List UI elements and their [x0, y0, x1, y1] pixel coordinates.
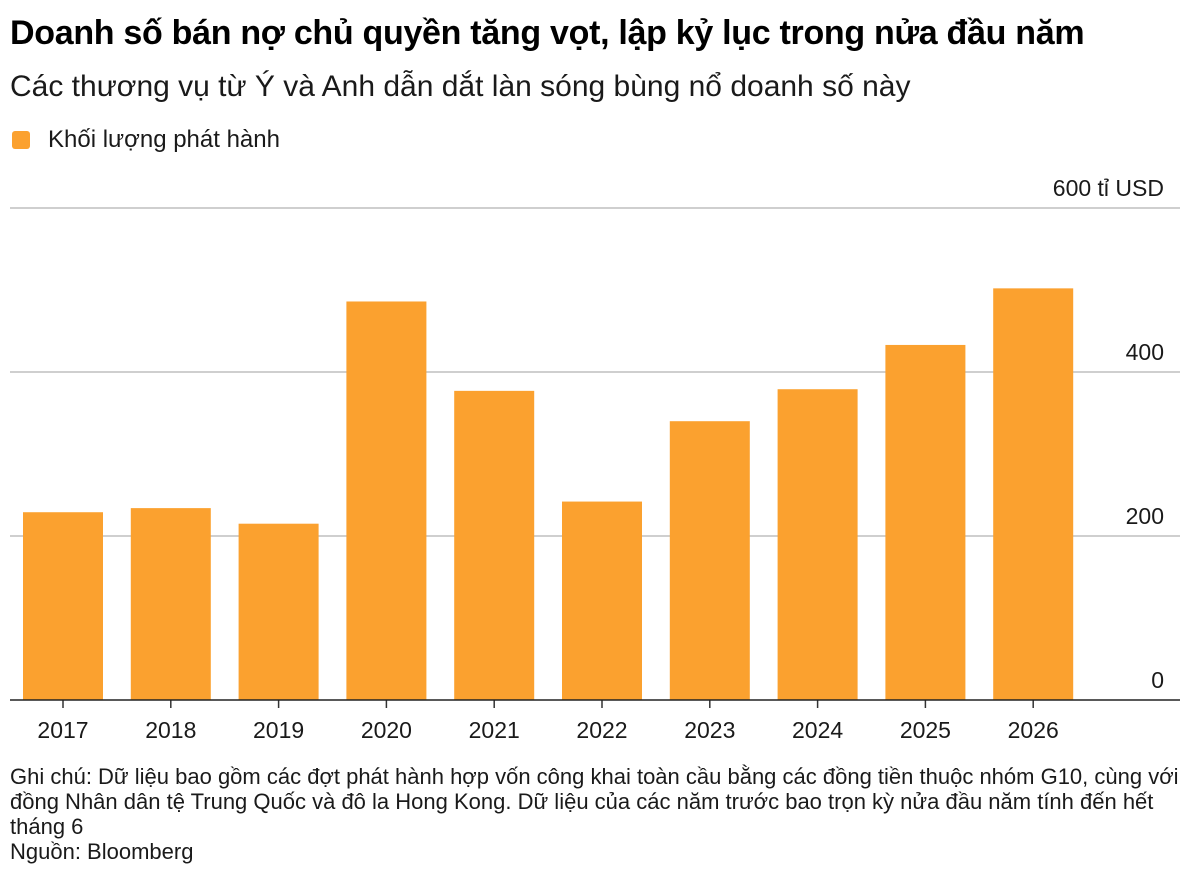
y-tick-label: 600 tỉ USD	[1053, 175, 1164, 201]
chart-subtitle: Các thương vụ từ Ý và Anh dẫn dắt làn só…	[10, 70, 911, 103]
x-tick-label: 2024	[792, 717, 843, 743]
legend-label: Khối lượng phát hành	[48, 126, 280, 153]
x-tick-label: 2023	[684, 717, 735, 743]
bar	[130, 508, 211, 700]
bar	[562, 501, 642, 700]
x-tick-label: 2026	[1008, 717, 1059, 743]
x-tick-label: 2020	[361, 717, 412, 743]
x-tick-label: 2017	[37, 717, 88, 743]
x-tick-label: 2018	[145, 717, 196, 743]
chart-note: Ghi chú: Dữ liệu bao gồm các đợt phát hà…	[10, 764, 1179, 839]
bar	[669, 421, 750, 700]
bar	[23, 512, 103, 700]
bar	[346, 301, 427, 700]
bar-chart: 0 200 400 600 tỉ USD 2017 2018 2019 2020 2021 202…	[10, 175, 1180, 743]
x-tick-label: 2019	[253, 717, 304, 743]
chart-title: Doanh số bán nợ chủ quyền tăng vọt, lập …	[10, 14, 1085, 52]
bar	[238, 523, 319, 700]
x-tick-label: 2021	[469, 717, 520, 743]
legend: Khối lượng phát hành	[12, 126, 280, 154]
bar	[885, 344, 966, 700]
legend-swatch	[12, 131, 30, 149]
bar	[777, 389, 858, 700]
bar	[993, 288, 1074, 700]
chart-source: Nguồn: Bloomberg	[10, 839, 194, 864]
y-tick-label: 400	[1126, 339, 1164, 365]
y-tick-label: 0	[1151, 667, 1164, 693]
y-tick-label: 200	[1126, 503, 1164, 529]
bar	[454, 390, 535, 700]
x-tick-label: 2025	[900, 717, 951, 743]
x-tick-label: 2022	[576, 717, 627, 743]
notes: Ghi chú: Dữ liệu bao gồm các đợt phát hà…	[10, 764, 1190, 864]
